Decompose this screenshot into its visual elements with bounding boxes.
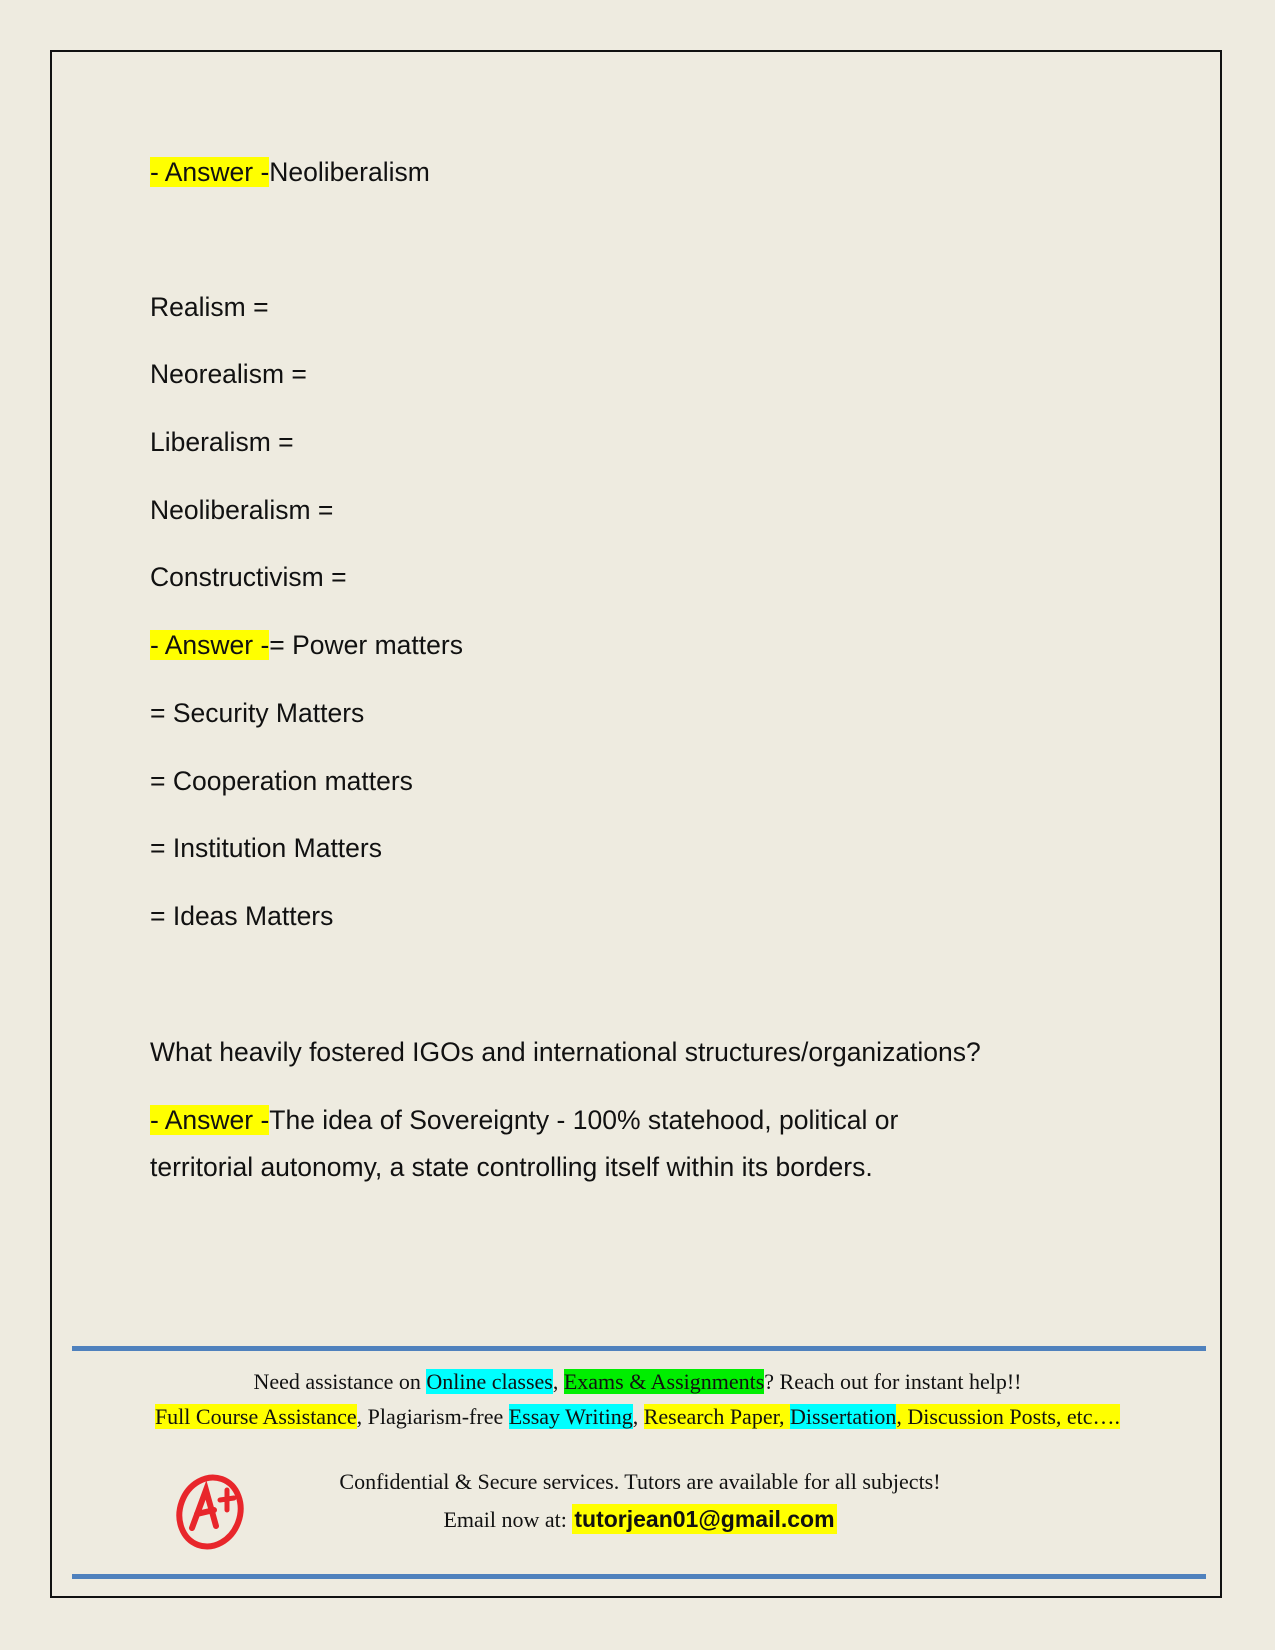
footer-highlight: Exams & Assignments bbox=[563, 1369, 765, 1394]
question-3: What heavily fostered IGOs and internati… bbox=[150, 1037, 981, 1067]
footer-highlight: Dissertation bbox=[790, 1404, 897, 1429]
answer-2-line: = Institution Matters bbox=[150, 833, 382, 863]
email-link[interactable]: tutorjean01@gmail.com bbox=[572, 1504, 837, 1534]
footer-highlight: Online classes bbox=[426, 1369, 553, 1394]
answer-text: = Power matters bbox=[269, 630, 463, 660]
answer-text: The idea of Sovereignty - 100% statehood… bbox=[269, 1105, 899, 1135]
footer-text: , bbox=[552, 1369, 564, 1394]
answer-label: - Answer - bbox=[150, 630, 270, 660]
footer-rule-bottom bbox=[72, 1574, 1206, 1579]
footer-line-3: Confidential & Secure services. Tutors a… bbox=[339, 1469, 941, 1494]
footer-highlight: , Discussion Posts, etc…. bbox=[896, 1404, 1121, 1429]
term-constructivism: Constructivism = bbox=[150, 562, 347, 592]
term-realism: Realism = bbox=[150, 292, 269, 322]
footer-line-4: Email now at: tutorjean01@gmail.com bbox=[290, 1504, 990, 1534]
footer-line-1: Need assistance on Online classes, Exams… bbox=[60, 1368, 1215, 1396]
footer-highlight: Essay Writing bbox=[508, 1404, 633, 1429]
footer-text: , bbox=[632, 1404, 644, 1429]
answer-3: - Answer -The idea of Sovereignty - 100%… bbox=[150, 1103, 898, 1137]
footer-text: ? Reach out for instant help!! bbox=[764, 1369, 1022, 1394]
answer-2-line: = Ideas Matters bbox=[150, 901, 334, 931]
answer-label: - Answer - bbox=[150, 157, 270, 187]
a-plus-logo-icon bbox=[176, 1474, 244, 1550]
answer-label: - Answer - bbox=[150, 1105, 270, 1135]
term-neorealism: Neorealism = bbox=[150, 359, 307, 389]
answer-2-line: = Cooperation matters bbox=[150, 766, 413, 796]
answer-text: Neoliberalism bbox=[269, 157, 430, 187]
page-border bbox=[50, 50, 1222, 1598]
answer-2-line: = Security Matters bbox=[150, 698, 365, 728]
footer-highlight: Full Course Assistance bbox=[154, 1404, 357, 1429]
term-neoliberalism: Neoliberalism = bbox=[150, 495, 334, 525]
answer-3-cont: territorial autonomy, a state controllin… bbox=[150, 1152, 873, 1182]
email-label: Email now at: bbox=[443, 1507, 573, 1532]
footer-text: Need assistance on bbox=[253, 1369, 427, 1394]
footer-text: , Plagiarism-free bbox=[356, 1404, 509, 1429]
answer-2: - Answer -= Power matters bbox=[150, 628, 463, 662]
term-liberalism: Liberalism = bbox=[150, 427, 294, 457]
footer-line-2: Full Course Assistance, Plagiarism-free … bbox=[60, 1403, 1215, 1431]
answer-1: - Answer -Neoliberalism bbox=[150, 155, 430, 189]
footer-highlight: Research Paper, bbox=[643, 1404, 791, 1429]
footer-rule-top bbox=[72, 1346, 1206, 1351]
